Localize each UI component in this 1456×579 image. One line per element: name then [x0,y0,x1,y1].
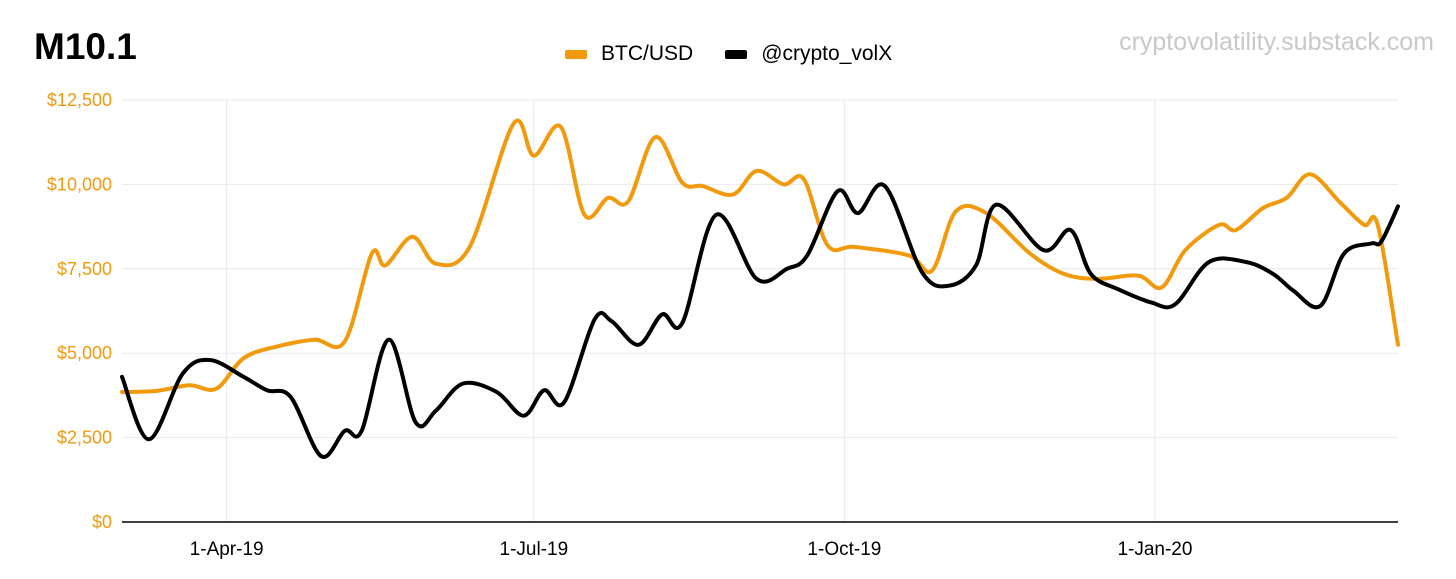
legend: BTC/USD @crypto_volX [565,42,924,66]
legend-swatch-volx [725,49,748,59]
watermark: cryptovolatility.substack.com [1119,28,1434,56]
series-line-crypto-volx [120,182,1400,459]
legend-label-volx: @crypto_volX [761,42,893,65]
series-line-btc-usd [120,118,1400,394]
x-tick-label: 1-Apr-19 [190,539,264,560]
x-tick-label: 1-Jan-20 [1117,539,1192,560]
y-tick-label: $2,500 [57,428,112,448]
y-tick-label: $5,000 [57,343,112,363]
x-tick-label: 1-Jul-19 [500,539,569,560]
legend-item-btc: BTC/USD [565,42,693,66]
y-tick-label: $0 [92,512,112,532]
legend-swatch-btc [565,49,587,59]
y-tick-label: $7,500 [57,259,112,279]
legend-item-volx: @crypto_volX [725,42,892,66]
y-tick-label: $10,000 [47,174,112,194]
y-tick-label: $12,500 [47,90,112,110]
legend-label-btc: BTC/USD [601,42,694,65]
chart-title: M10.1 [34,26,137,67]
x-tick-label: 1-Oct-19 [807,539,881,560]
